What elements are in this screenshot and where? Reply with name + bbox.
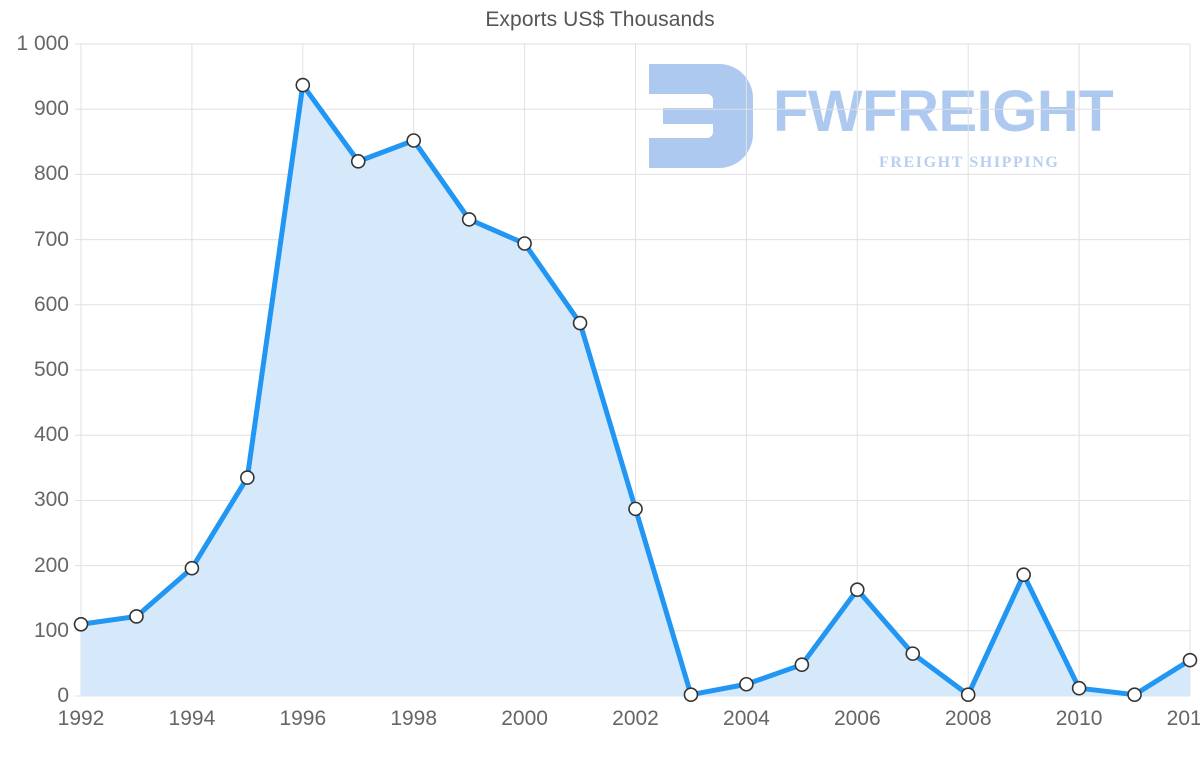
data-point-marker[interactable]: 2008: 2 <box>960 687 976 703</box>
x-tick-label: 1992 <box>57 707 105 730</box>
data-point-marker[interactable]: 2001: 572 <box>572 315 588 331</box>
data-point-marker[interactable]: 1999: 731 <box>461 212 477 227</box>
x-tick-label: 1996 <box>279 707 327 730</box>
x-tick-label: 2004 <box>723 707 770 730</box>
y-tick-label: 200 <box>33 553 69 577</box>
data-markers: 1992: 110 1993: 122 1994: 196 1995: 335 1996… <box>73 77 1198 703</box>
area-fill <box>81 85 1190 696</box>
data-point-marker[interactable]: 2010: 12 <box>1071 680 1087 696</box>
data-point-marker[interactable]: 2007: 65 <box>905 646 921 661</box>
y-tick-label: 1 000 <box>16 32 69 55</box>
data-point-marker[interactable]: 1998: 852 <box>406 133 422 148</box>
y-tick-label: 100 <box>33 618 69 642</box>
x-tick-label: 2008 <box>944 707 992 730</box>
data-point-marker[interactable]: 1992: 110 <box>73 616 89 632</box>
y-tick-label: 700 <box>33 227 69 251</box>
data-point-marker[interactable]: 2005: 48 <box>794 657 810 673</box>
y-tick-label: 800 <box>33 162 69 186</box>
y-tick-label: 400 <box>33 423 69 447</box>
chart-title: Exports US$ Thousands <box>485 8 715 31</box>
data-point-marker[interactable]: 2004: 18 <box>739 676 754 692</box>
data-point-marker[interactable]: 2002: 287 <box>628 501 643 517</box>
data-point-marker[interactable]: 1993: 122 <box>129 609 144 624</box>
data-point-marker[interactable]: 1997: 820 <box>350 154 366 169</box>
y-tick-label: 0 <box>57 684 69 707</box>
x-tick-label: 2010 <box>1055 707 1103 730</box>
data-point-marker[interactable]: 1996: 937 <box>295 77 311 93</box>
y-tick-label: 900 <box>33 97 69 121</box>
x-tick-label: 1994 <box>168 707 216 730</box>
y-tick-label: 600 <box>33 292 69 316</box>
area-fill-path <box>81 85 1190 696</box>
data-point-marker[interactable]: 1994: 196 <box>184 560 200 576</box>
y-tick-label: 300 <box>33 488 69 512</box>
y-tick-label: 500 <box>33 358 69 381</box>
x-tick-label: 2002 <box>612 707 659 730</box>
data-point-marker[interactable]: 2009: 186 <box>1016 567 1031 583</box>
x-tick-label: 2006 <box>833 707 881 730</box>
data-point-marker[interactable]: 2000: 694 <box>517 236 532 251</box>
data-point-marker[interactable]: 2011: 2 <box>1127 687 1142 703</box>
x-tick-label: 2000 <box>501 707 548 730</box>
x-tick-label: 2012 <box>1166 707 1200 730</box>
data-point-marker[interactable]: 1995: 335 <box>240 470 255 485</box>
data-point-marker[interactable]: 2012: 55 <box>1182 652 1198 668</box>
data-point-marker[interactable]: 2006: 163 <box>849 582 865 598</box>
x-tick-label: 1998 <box>390 707 438 730</box>
